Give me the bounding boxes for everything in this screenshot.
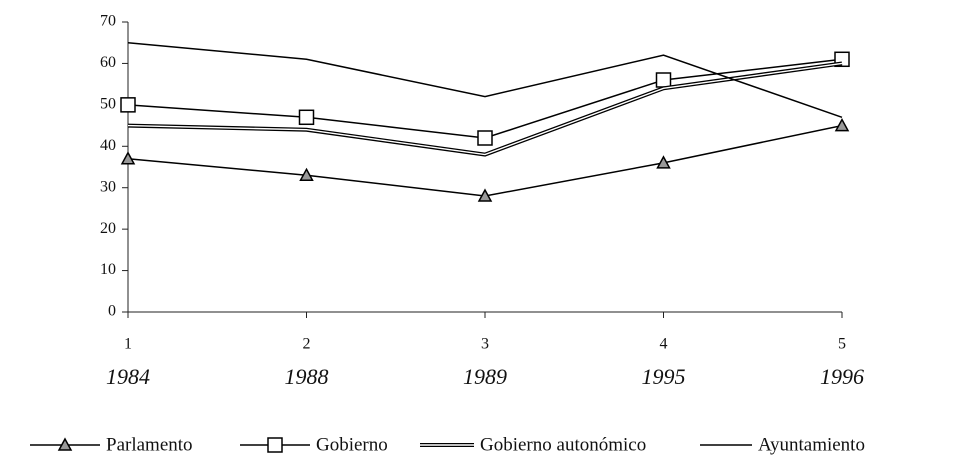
marker xyxy=(120,151,136,165)
marker xyxy=(655,72,672,88)
legend-label: Ayuntamiento xyxy=(758,434,865,455)
legend-marker xyxy=(57,437,73,451)
y-tick-label: 70 xyxy=(100,13,116,30)
marker xyxy=(477,130,493,146)
y-tick-label: 20 xyxy=(100,220,116,237)
x-tick-label: 3 xyxy=(481,336,489,353)
y-tick-label: 40 xyxy=(100,137,116,154)
y-tick-label: 50 xyxy=(100,96,116,113)
marker xyxy=(298,109,315,126)
marker xyxy=(120,97,136,113)
x-tick-label: 5 xyxy=(838,336,846,353)
x-year-label: 1996 xyxy=(820,364,864,389)
series-line xyxy=(127,41,843,118)
legend-marker xyxy=(267,437,283,453)
x-year-label: 1988 xyxy=(285,364,329,389)
marker xyxy=(834,118,850,132)
legend-label: Gobierno xyxy=(316,434,388,455)
y-tick-label: 10 xyxy=(100,261,116,278)
x-tick-label: 1 xyxy=(124,336,132,353)
y-tick-label: 60 xyxy=(100,54,116,71)
marker xyxy=(299,167,314,182)
marker xyxy=(477,188,493,202)
y-tick-label: 30 xyxy=(100,178,116,195)
x-tick-label: 4 xyxy=(660,336,668,353)
x-year-label: 1989 xyxy=(463,364,507,389)
y-tick-label: 0 xyxy=(108,303,116,320)
x-year-label: 1984 xyxy=(106,364,150,389)
marker xyxy=(656,155,671,169)
series-line-inner xyxy=(127,62,843,156)
x-tick-label: 2 xyxy=(303,336,311,353)
legend-label: Parlamento xyxy=(106,434,193,455)
legend-label: Gobierno autonómico xyxy=(480,434,646,455)
x-year-label: 1995 xyxy=(642,364,686,389)
